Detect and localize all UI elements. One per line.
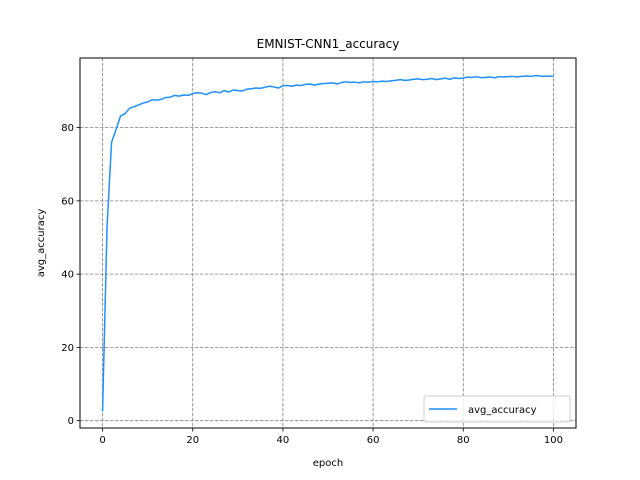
y-tick-label: 40 [61,270,74,281]
y-tick-label: 80 [61,123,74,134]
legend: avg_accuracy [423,395,571,423]
axis-ticks: 0 20 40 60 80 100 0 20 40 60 80 [61,123,563,446]
x-tick-label: 0 [99,435,105,446]
legend-box [423,395,571,423]
y-tick-label: 0 [68,416,74,427]
grid-lines [80,58,576,428]
chart-title: EMNIST-CNN1_accuracy [257,37,400,51]
x-tick-label: 60 [367,435,380,446]
x-tick-label: 80 [457,435,470,446]
series-lines [101,74,554,412]
series-line-avg-accuracy [101,74,554,412]
x-tick-label: 20 [186,435,199,446]
y-tick-label: 20 [61,343,74,354]
x-axis-title: epoch [313,458,343,469]
x-tick-label: 40 [277,435,290,446]
plot-area-frame [79,57,577,429]
legend-label-avg-accuracy: avg_accuracy [468,405,537,416]
y-axis-title: avg_accuracy [36,209,47,278]
y-tick-label: 60 [61,196,74,207]
x-tick-label: 100 [544,435,563,446]
